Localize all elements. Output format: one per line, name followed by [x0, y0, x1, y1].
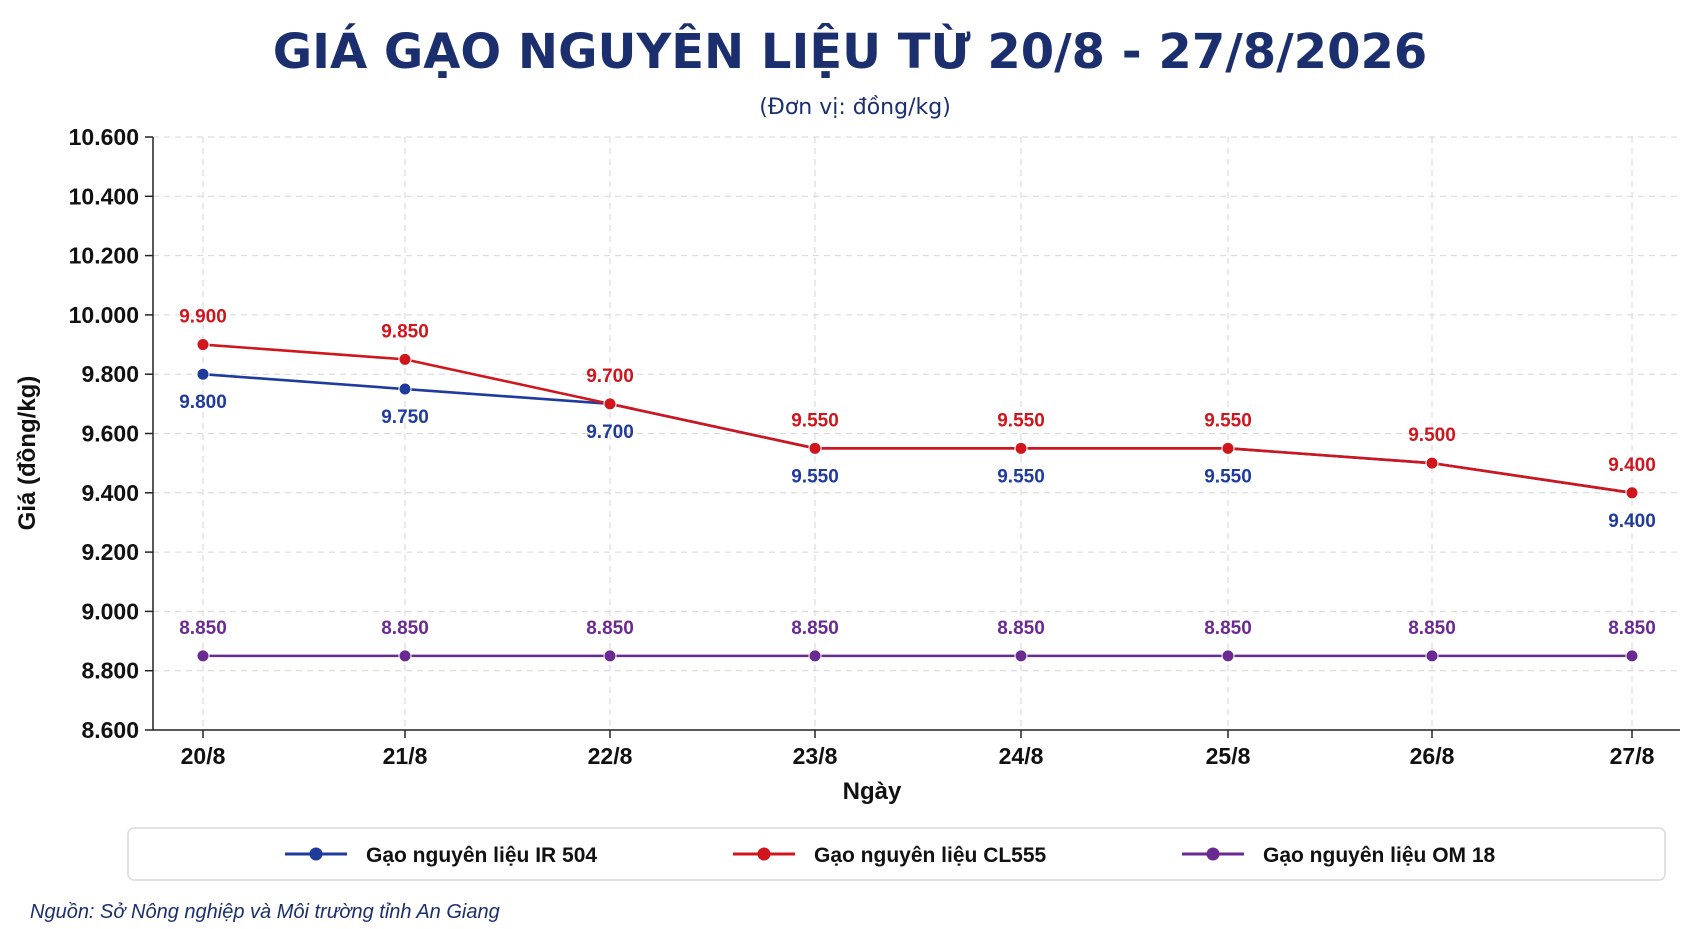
- x-tick-label: 26/8: [1410, 743, 1455, 769]
- y-tick-label: 9.000: [81, 598, 139, 624]
- data-point: [1425, 649, 1439, 663]
- data-label: 9.850: [381, 321, 429, 342]
- legend-swatch-marker: [757, 847, 771, 861]
- x-tick-label: 20/8: [181, 743, 226, 769]
- x-tick-label: 25/8: [1206, 743, 1251, 769]
- series-group: [196, 338, 1639, 663]
- chart-subtitle: (Đơn vị: đồng/kg): [759, 95, 951, 120]
- data-label: 9.400: [1608, 511, 1656, 532]
- data-point: [196, 338, 210, 352]
- data-label: 8.850: [1608, 618, 1656, 639]
- x-tick-label: 24/8: [999, 743, 1044, 769]
- legend-swatch-marker: [1206, 847, 1220, 861]
- legend-label: Gạo nguyên liệu OM 18: [1263, 844, 1496, 867]
- y-tick-label: 9.600: [81, 421, 139, 447]
- data-point: [196, 367, 210, 381]
- data-label: 9.800: [179, 392, 227, 413]
- data-point: [808, 649, 822, 663]
- data-labels: 9.800 9.750 9.700 9.550 9.550 9.550 9.400 9.900…: [179, 307, 1656, 639]
- data-label: 9.550: [791, 410, 839, 431]
- x-tick-label: 27/8: [1610, 743, 1655, 769]
- data-label: 9.900: [179, 307, 227, 328]
- y-tick-label: 8.600: [81, 717, 139, 743]
- data-point: [808, 441, 822, 455]
- legend-label: Gạo nguyên liệu IR 504: [366, 844, 597, 867]
- data-label: 8.850: [586, 618, 634, 639]
- data-label: 8.850: [791, 618, 839, 639]
- data-label: 9.500: [1408, 425, 1456, 446]
- data-point: [603, 397, 617, 411]
- data-label: 9.700: [586, 422, 634, 443]
- data-point: [603, 649, 617, 663]
- series-line: [202, 343, 1633, 495]
- data-label: 9.550: [997, 466, 1045, 487]
- y-tick-label: 10.000: [69, 302, 139, 328]
- x-tick-label: 23/8: [793, 743, 838, 769]
- data-label: 8.850: [381, 618, 429, 639]
- x-tick-label: 21/8: [383, 743, 428, 769]
- data-point: [1625, 649, 1639, 663]
- legend-label: Gạo nguyên liệu CL555: [814, 844, 1047, 867]
- data-point: [1014, 649, 1028, 663]
- source-note: Nguồn: Sở Nông nghiệp và Môi trường tỉnh…: [30, 901, 500, 923]
- chart-title: GIÁ GẠO NGUYÊN LIỆU TỪ 20/8 - 27/8/2026: [273, 23, 1428, 80]
- data-label: 9.750: [381, 407, 429, 428]
- x-tick-label: 22/8: [588, 743, 633, 769]
- y-axis-label: Giá (đồng/kg): [14, 376, 41, 531]
- y-axis-ticks: 8.600 8.800 9.000 9.200 9.400 9.600 9.800 10.00…: [69, 124, 153, 743]
- legend: Gạo nguyên liệu IR 504 Gạo nguyên liệu CL…: [127, 827, 1666, 881]
- data-label: 9.550: [1204, 466, 1252, 487]
- data-point: [1425, 456, 1439, 470]
- data-label: 9.550: [1204, 410, 1252, 431]
- y-tick-label: 8.800: [81, 658, 139, 684]
- x-axis-ticks: 20/8 21/8 22/8 23/8 24/8 25/8 26/8 27/8: [181, 730, 1655, 769]
- gridlines: [153, 136, 1680, 730]
- data-point: [1625, 486, 1639, 500]
- data-label: 9.550: [791, 466, 839, 487]
- y-tick-label: 10.400: [69, 183, 139, 209]
- y-tick-label: 10.600: [69, 124, 139, 150]
- data-point: [398, 649, 412, 663]
- data-point: [398, 352, 412, 366]
- data-point: [398, 382, 412, 396]
- legend-swatch-marker: [309, 847, 323, 861]
- data-label: 8.850: [179, 618, 227, 639]
- y-tick-label: 9.400: [81, 480, 139, 506]
- data-point: [1221, 649, 1235, 663]
- data-point: [1014, 441, 1028, 455]
- data-label: 9.400: [1608, 455, 1656, 476]
- data-label: 8.850: [1204, 618, 1252, 639]
- y-tick-label: 10.200: [69, 243, 139, 269]
- data-label: 9.550: [997, 410, 1045, 431]
- y-tick-label: 9.200: [81, 539, 139, 565]
- y-tick-label: 9.800: [81, 361, 139, 387]
- data-point: [196, 649, 210, 663]
- x-axis-label: Ngày: [843, 778, 902, 805]
- data-point: [1221, 441, 1235, 455]
- legend-box: [127, 827, 1666, 881]
- data-label: 9.700: [586, 366, 634, 387]
- data-label: 8.850: [997, 618, 1045, 639]
- data-label: 8.850: [1408, 618, 1456, 639]
